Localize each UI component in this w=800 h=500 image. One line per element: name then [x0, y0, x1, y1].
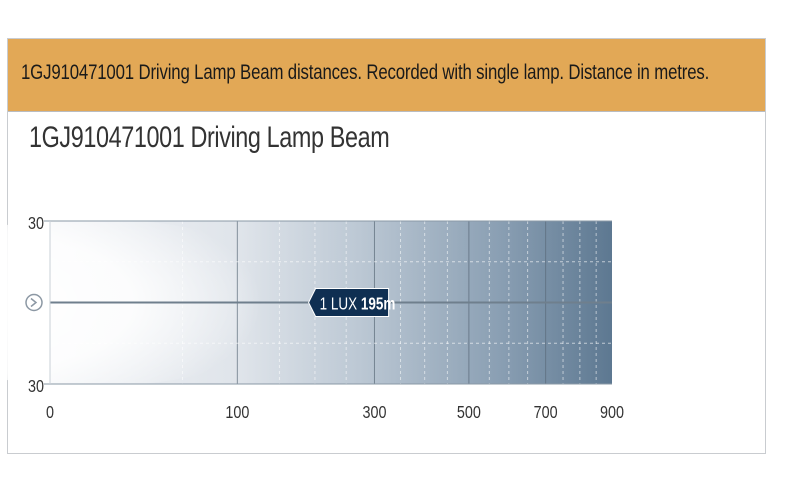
x-tick-label: 900 — [600, 403, 624, 423]
header-title: 1GJ910471001 Driving Lamp Beam distances… — [21, 61, 710, 84]
x-tick-label: 700 — [534, 403, 558, 423]
x-tick-label: 300 — [362, 403, 386, 423]
x-tick-label: 0 — [46, 403, 54, 423]
lux-marker-label: 1 LUX 195m — [320, 295, 396, 314]
lamp-chevron-icon — [30, 297, 38, 308]
lux-marker-tag — [308, 288, 390, 317]
y-tick-label: 30 — [28, 377, 44, 397]
x-tick-label: 500 — [457, 403, 481, 423]
lux-level: 1 LUX — [320, 295, 361, 314]
y-tick-label: 30 — [28, 214, 44, 234]
lamp-icon — [25, 293, 43, 312]
x-tick-label: 100 — [225, 403, 249, 423]
lux-distance: 195m — [361, 295, 395, 314]
chart-title: 1GJ910471001 Driving Lamp Beam — [29, 121, 390, 154]
card-header: 1GJ910471001 Driving Lamp Beam distances… — [8, 39, 765, 112]
